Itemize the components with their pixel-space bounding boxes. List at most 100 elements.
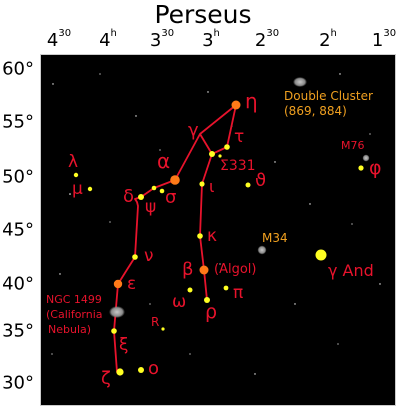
constellation-line-east [199,133,213,155]
label-m76: M76 [341,139,365,152]
ra-tick-minute: 30 [383,28,397,39]
label-ngc1499: NGC 1499 [46,293,102,306]
star-mu [87,186,93,192]
star-psi [151,185,157,191]
star-alpha [170,175,180,185]
label-iota: ι [209,177,214,196]
field-star [219,263,221,265]
ra-tick-hour: 4 [99,30,111,51]
star-sigma331 [218,154,222,158]
field-star [52,83,54,85]
field-star [294,303,296,305]
field-star [135,115,137,117]
star-omega [187,287,193,293]
ra-tick-hour: 4 [46,30,59,51]
field-stars [51,73,381,375]
sky-background [40,54,396,406]
label-eta: η [245,89,258,113]
field-star [207,91,209,93]
label-zeta: ζ [101,368,111,389]
deep-sky-labels: Double Cluster (869, 884) M76 M34 NGC 14… [46,89,373,336]
m76-marker [362,154,370,162]
m34-marker [257,245,267,255]
ra-tick-4h30m: 430 [46,28,72,51]
ra-tick-unit: h [330,28,337,39]
field-star [254,373,256,375]
star-rho [204,297,210,303]
label-nebula: Nebula) [48,323,91,336]
field-star [337,343,339,345]
label-sigma: σ [165,187,176,208]
field-star [159,149,161,151]
ra-tick-minute: 30 [161,28,175,39]
chart-title: Perseus [154,0,252,29]
ra-tick-hour: 3 [202,30,214,51]
star-map: η γ τ α Σ331 ι ϑ λ μ δ ψ σ κ ν β (Algol)… [40,54,396,406]
label-gamma-andromedae: γ And [328,261,374,280]
star-pi [223,285,229,291]
field-star [51,353,53,355]
ra-tick-hour: 1 [371,30,384,51]
field-star [351,223,353,225]
dec-tick-45: 45° [2,219,34,241]
ra-tick-unit: h [213,28,220,39]
dec-tick-50: 50° [2,166,34,188]
dec-tick-60: 60° [2,58,34,80]
ra-tick-3h: 3h [202,28,220,51]
label-m34: M34 [262,231,288,245]
ra-tick-1h30m: 130 [371,28,397,51]
field-star [69,193,71,195]
ra-tick-unit: h [110,28,117,39]
label-r: R [151,315,159,329]
field-star [339,73,341,75]
label-xi: ξ [119,335,128,355]
label-sigma331: Σ331 [220,158,256,174]
field-star [59,273,61,275]
field-star [99,73,101,75]
star-gamma [209,151,215,157]
label-psi: ψ [145,197,156,217]
field-star [149,303,151,305]
field-star [189,353,191,355]
dec-tick-30: 30° [2,372,34,394]
label-nu: ν [144,246,154,266]
field-star [109,221,111,223]
star-r [161,327,165,331]
ra-tick-minute: 30 [58,28,72,39]
deep-sky-objects [109,77,370,318]
star-lambda [73,172,79,178]
label-omicron: o [148,358,159,379]
label-algol: (Algol) [214,262,256,277]
label-alpha: α [157,149,170,173]
field-star [309,203,311,205]
star-phi [358,165,364,171]
label-california: (California [46,308,103,321]
star-nu [132,254,138,260]
dec-tick-55: 55° [2,111,34,133]
label-tau: τ [234,127,244,147]
label-phi: φ [369,157,382,179]
ra-tick-hour: 2 [319,30,331,51]
star-omicron [138,367,144,373]
star-beta-algol [199,265,209,275]
double-cluster-marker [293,77,307,87]
ra-tick-3h30m: 330 [149,28,175,51]
field-star [369,133,371,135]
star-iota [199,181,205,187]
star-xi [111,328,117,334]
star-labels: η γ τ α Σ331 ι ϑ λ μ δ ψ σ κ ν β (Algol)… [68,89,382,389]
label-mu: μ [72,179,83,199]
star-delta [138,194,144,200]
star-gamma-andromedae [315,249,327,261]
star-tau [224,144,230,150]
label-kappa: κ [207,226,217,246]
field-star [274,161,276,163]
star-sigma [159,188,165,194]
ra-tick-hour: 2 [254,30,267,51]
label-theta: ϑ [255,170,266,191]
field-star [379,283,381,285]
california-nebula-marker [109,306,125,318]
ra-tick-hour: 3 [149,30,162,51]
dec-tick-35: 35° [2,320,34,342]
label-double-cluster: Double Cluster [284,89,373,103]
